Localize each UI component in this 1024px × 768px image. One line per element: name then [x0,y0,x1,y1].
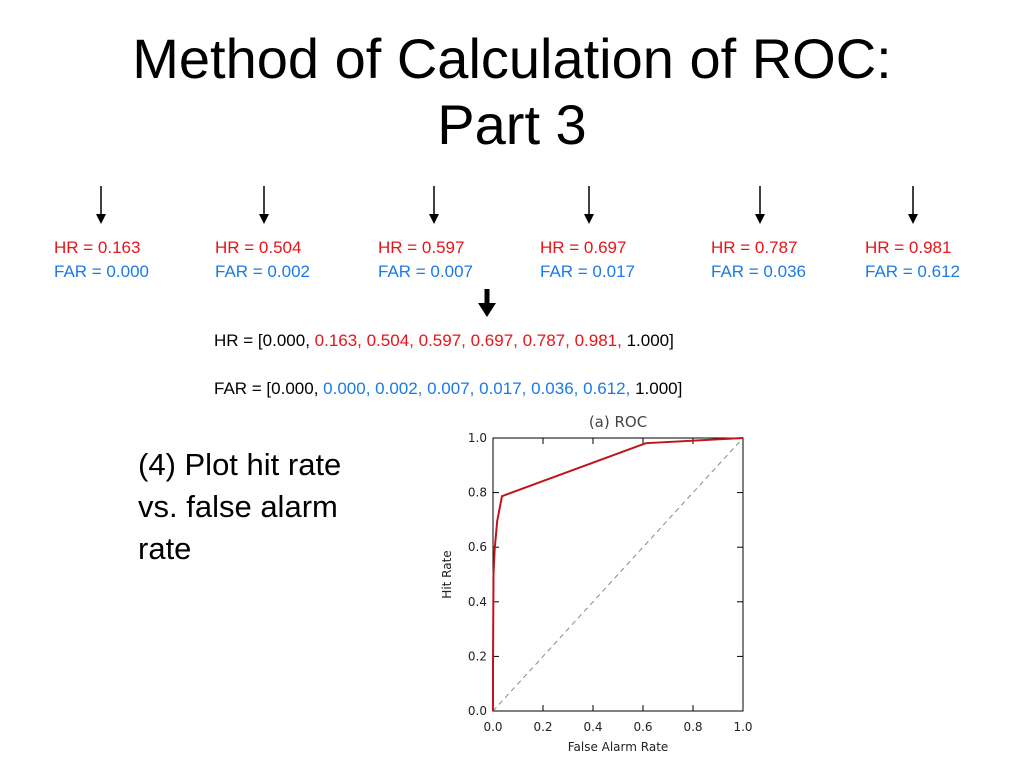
false-alarm-rate-value: FAR = 0.000 [54,262,149,281]
slide-title: Method of Calculation of ROC: Part 3 [0,26,1024,158]
y-tick-label: 0.6 [468,540,487,554]
far-array: FAR = [0.000, 0.000, 0.002, 0.007, 0.017… [214,379,682,399]
hr-array: HR = [0.000, 0.163, 0.504, 0.597, 0.697,… [214,331,674,351]
roc-point [645,442,647,444]
hr-array-values: 0.163, 0.504, 0.597, 0.697, 0.787, 0.981… [314,331,627,350]
down-arrow-icon [96,186,106,224]
x-tick-label: 0.2 [533,720,552,734]
false-alarm-rate-value: FAR = 0.036 [711,262,806,281]
far-array-prefix: FAR = [0.000, [214,379,324,398]
roc-point [492,710,494,712]
hit-rate-value: HR = 0.697 [540,238,627,257]
title-line-1: Method of Calculation of ROC: [132,27,892,90]
y-tick-label: 1.0 [468,431,487,445]
hr-array-prefix: HR = [0.000, [214,331,315,350]
down-arrow-icon [478,289,496,317]
threshold-pair-4: HR = 0.697 FAR = 0.017 [540,236,635,284]
false-alarm-rate-value: FAR = 0.002 [215,262,310,281]
roc-point [492,572,495,575]
threshold-pair-6: HR = 0.981 FAR = 0.612 [865,236,960,284]
hit-rate-value: HR = 0.787 [711,238,798,257]
hit-rate-value: HR = 0.504 [215,238,302,257]
hit-rate-value: HR = 0.981 [865,238,952,257]
roc-series-line [492,437,744,711]
threshold-pair-2: HR = 0.504 FAR = 0.002 [215,236,310,284]
hr-array-suffix: 1.000] [626,331,674,350]
threshold-pair-5: HR = 0.787 FAR = 0.036 [711,236,806,284]
hit-rate-value: HR = 0.597 [378,238,465,257]
threshold-pair-3: HR = 0.597 FAR = 0.007 [378,236,473,284]
y-tick-label: 0.2 [468,649,487,663]
chance-diagonal-line [492,437,744,712]
x-tick-label: 0.6 [633,720,652,734]
roc-point [501,495,503,497]
roc-point [742,437,744,439]
threshold-pair-1: HR = 0.163 FAR = 0.000 [54,236,149,284]
y-tick-label: 0.0 [468,704,487,718]
false-alarm-rate-value: FAR = 0.612 [865,262,960,281]
down-arrow-icon [908,186,918,224]
false-alarm-rate-value: FAR = 0.017 [540,262,635,281]
false-alarm-rate-value: FAR = 0.007 [378,262,473,281]
far-array-suffix: 1.000] [635,379,683,398]
x-tick-label: 0.0 [483,720,502,734]
x-tick-label: 1.0 [733,720,752,734]
y-tick-label: 0.4 [468,595,487,609]
down-arrow-icon [429,186,439,224]
x-axis-label: False Alarm Rate [568,740,669,754]
down-arrow-icon [259,186,269,224]
down-arrow-icon [584,186,594,224]
title-line-2: Part 3 [437,93,587,156]
step-description: (4) Plot hit rate vs. false alarm rate [138,447,342,566]
roc-chart: 0.0 0.2 0.4 0.6 0.8 1.0 0.0 0.2 0.4 0.6 0.8 1.0 (a)… [440,413,753,754]
roc-point [496,519,499,522]
y-tick-label: 0.8 [468,486,487,500]
x-tick-label: 0.4 [583,720,602,734]
x-tick-label: 0.8 [683,720,702,734]
roc-point [492,665,494,668]
hit-rate-value: HR = 0.163 [54,238,141,257]
chart-title: (a) ROC [589,413,647,431]
down-arrow-icon [755,186,765,224]
y-axis-label: Hit Rate [440,550,454,598]
far-array-values: 0.000, 0.002, 0.007, 0.017, 0.036, 0.612… [323,379,636,398]
roc-point [493,547,496,549]
